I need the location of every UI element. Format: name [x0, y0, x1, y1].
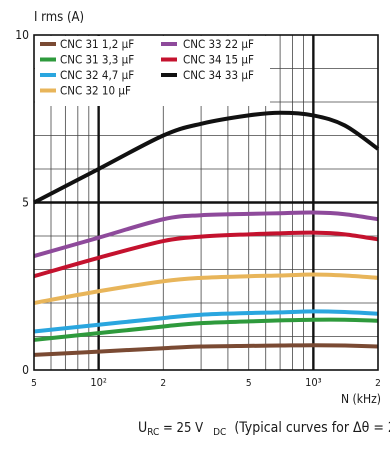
x-axis-label: N (kHz): [341, 392, 381, 406]
series-line: [33, 210, 379, 259]
y-tick-label: 5: [22, 196, 29, 210]
legend-label: CNC 32 4,7 µF: [60, 68, 134, 82]
legend-label: CNC 34 33 µF: [183, 68, 254, 82]
legend-label: CNC 32 10 µF: [60, 84, 131, 98]
series-lines: [33, 110, 380, 357]
legend-box: [35, 36, 270, 106]
legend-label: CNC 34 15 µF: [183, 53, 254, 67]
series-line: [33, 309, 379, 334]
caption-u-label: U: [138, 420, 147, 436]
svg-text:URC = 25 V DC: URC = 25 V DC (Typical curves for Δθ = 2…: [138, 420, 390, 439]
series-line: [33, 230, 379, 279]
series-line: [33, 317, 379, 342]
plot-frame: [33, 34, 379, 371]
series-line: [33, 272, 379, 305]
caption-u-value: = 25 V: [159, 421, 203, 436]
y-tick-label: 0: [22, 363, 29, 377]
y-axis-label: I rms (A): [34, 10, 84, 25]
caption-note: (Typical curves for Δθ = 20°C): [234, 420, 390, 436]
plot-border: [33, 34, 379, 371]
x-tick-label: 5: [246, 378, 252, 389]
x-tick-label: 10³: [305, 376, 322, 389]
legend-label: CNC 33 22 µF: [183, 37, 254, 51]
caption-u-subscript: RC: [147, 427, 159, 438]
legend-label: CNC 31 3,3 µF: [60, 53, 134, 67]
x-tick-label: 5: [31, 378, 37, 389]
caption-dc-subscript: DC: [213, 427, 226, 438]
series-line: [33, 110, 380, 205]
legend-label: CNC 31 1,2 µF: [60, 37, 134, 51]
x-tick-label: 10²: [90, 376, 107, 389]
chart-caption: URC = 25 V DC (Typical curves for Δθ = 2…: [138, 420, 390, 439]
x-tick-label: 2: [375, 378, 381, 389]
x-tick-label: 2: [160, 378, 166, 389]
series-line: [33, 343, 379, 357]
y-tick-label: 10: [15, 28, 29, 42]
